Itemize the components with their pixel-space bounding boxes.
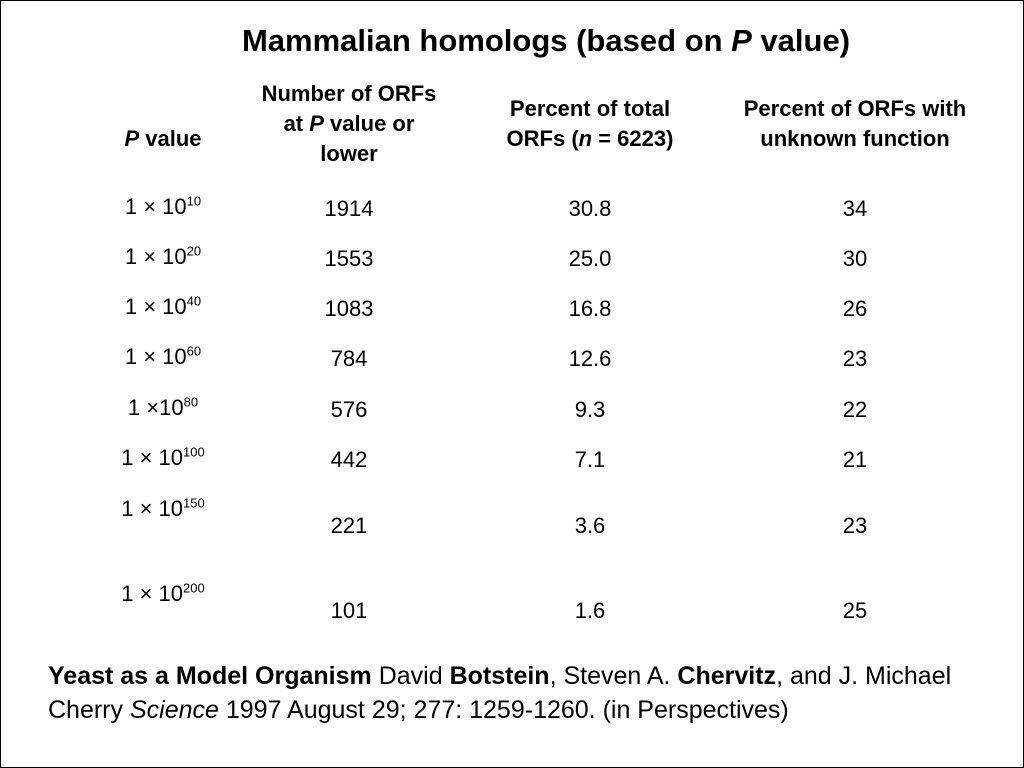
- percent-unknown-cell: 26: [842, 296, 868, 321]
- percent-total-cell: 7.1: [574, 447, 606, 472]
- slide-title: Mammalian homologs (based on P value): [241, 23, 851, 58]
- percent-total-cell: 12.6: [568, 346, 612, 371]
- p-value-cell: 1 × 10200: [121, 580, 205, 606]
- orfs-cell: 101: [330, 598, 368, 623]
- p-value-cell: 1 ×1080: [127, 394, 199, 420]
- p-value-cell: 1 × 10150: [121, 495, 205, 521]
- percent-total-cell: 9.3: [574, 397, 606, 422]
- p-value-cell: 1 × 1060: [124, 343, 202, 369]
- percent-unknown-cell: 22: [842, 397, 868, 422]
- percent-unknown-cell: 21: [842, 447, 868, 472]
- header-percent-total: Percent of total ORFs (n = 6223): [506, 96, 674, 151]
- orfs-cell: 1553: [324, 246, 374, 271]
- orfs-cell: 576: [330, 397, 368, 422]
- orfs-cell: 221: [330, 513, 368, 538]
- orfs-cell: 1083: [324, 296, 374, 321]
- percent-total-cell: 30.8: [568, 196, 612, 221]
- percent-unknown-cell: 23: [842, 346, 868, 371]
- percent-total-cell: 1.6: [574, 598, 606, 623]
- p-value-cell: 1 × 10100: [121, 444, 205, 470]
- citation: Yeast as a Model Organism David Botstein…: [48, 662, 952, 724]
- header-percent-unknown: Percent of ORFs with unknown function: [743, 96, 967, 151]
- orfs-cell: 1914: [324, 196, 374, 221]
- orfs-cell: 442: [330, 447, 368, 472]
- p-value-cell: 1 × 1040: [124, 293, 202, 319]
- percent-total-cell: 25.0: [568, 246, 612, 271]
- p-value-cell: 1 × 1010: [124, 193, 202, 219]
- percent-unknown-cell: 34: [842, 196, 868, 221]
- header-number-of-orfs: Number of ORFs at P value or lower: [261, 81, 437, 166]
- percent-unknown-cell: 30: [842, 246, 868, 271]
- percent-unknown-cell: 23: [842, 513, 868, 538]
- percent-total-cell: 3.6: [574, 513, 606, 538]
- percent-unknown-cell: 25: [842, 598, 868, 623]
- percent-total-cell: 16.8: [568, 296, 612, 321]
- orfs-cell: 784: [330, 346, 368, 371]
- p-value-cell: 1 × 1020: [124, 243, 202, 269]
- header-p-value: P value: [124, 126, 202, 151]
